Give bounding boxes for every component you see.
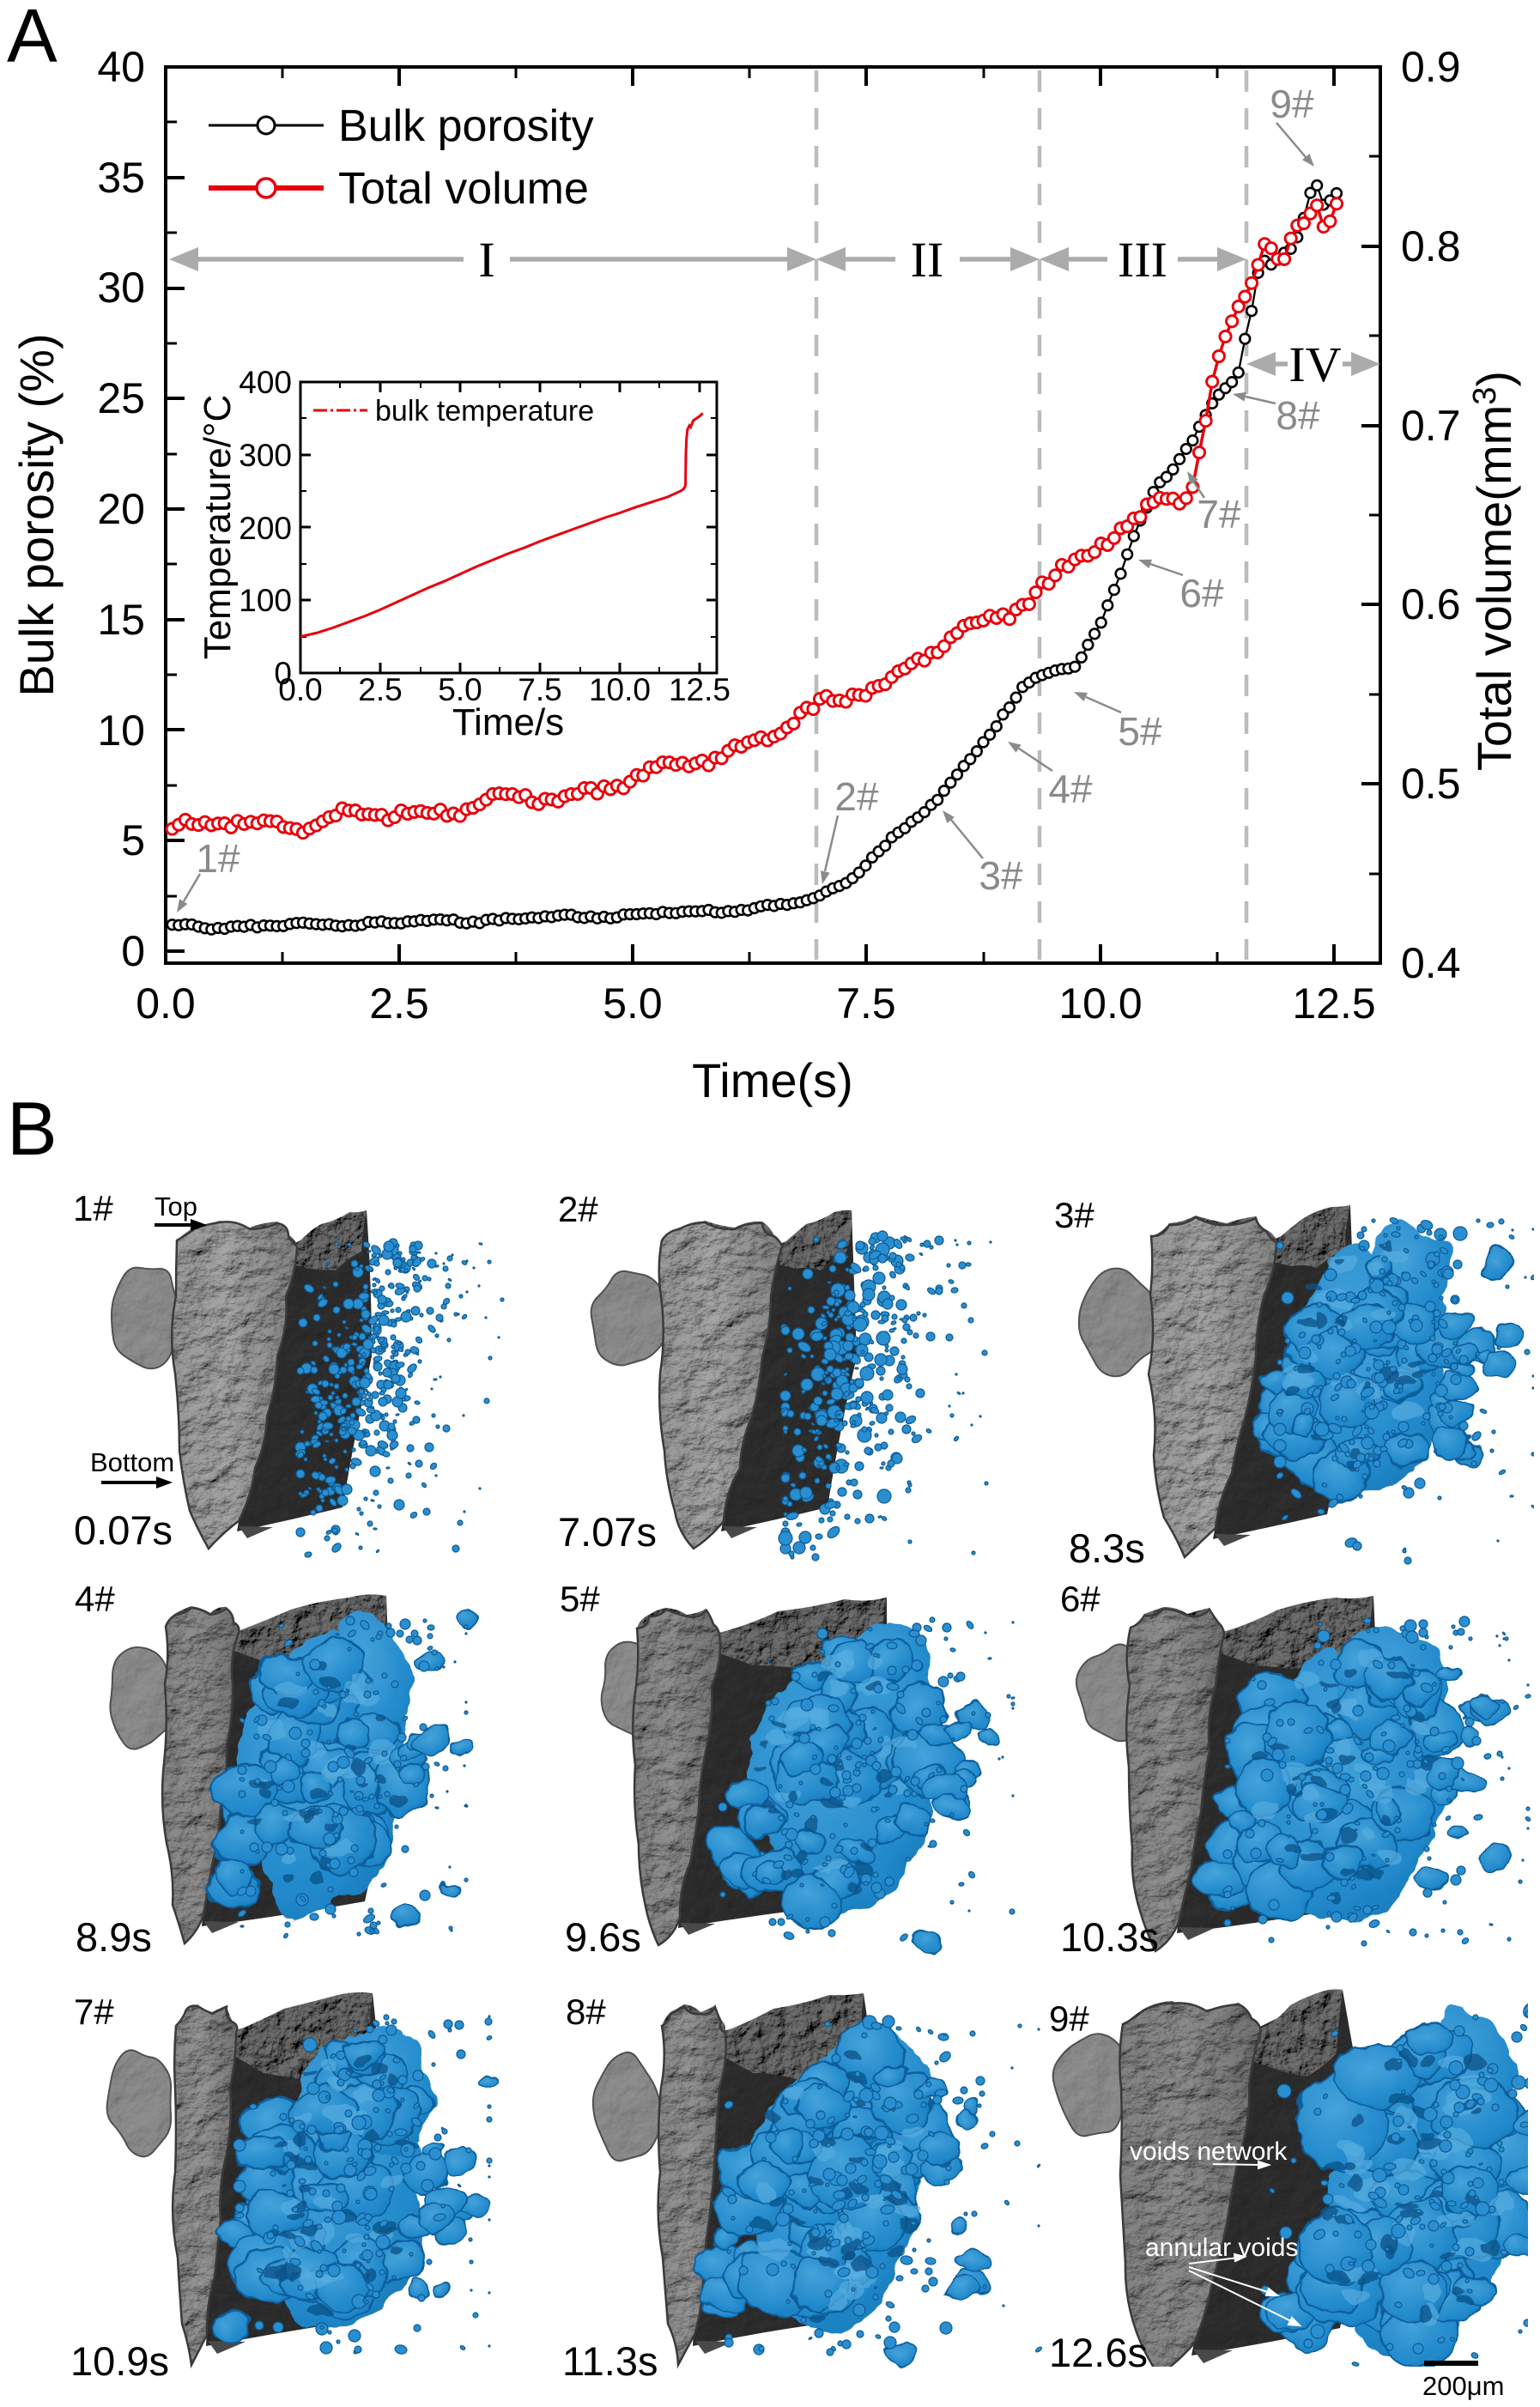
svg-text:100: 100 [239,583,292,618]
svg-text:voids network: voids network [1130,2137,1288,2166]
svg-text:Bulk porosity: Bulk porosity [338,101,594,151]
svg-text:6#: 6# [1179,571,1224,615]
svg-text:5#: 5# [1118,709,1162,754]
svg-text:10.0: 10.0 [1058,979,1142,1028]
svg-text:Time(s): Time(s) [692,1053,853,1107]
svg-text:5.0: 5.0 [438,672,482,707]
svg-text:3#: 3# [979,853,1023,898]
svg-text:bulk temperature: bulk temperature [375,395,594,427]
svg-text:12.6s: 12.6s [1049,2330,1148,2375]
svg-text:1#: 1# [73,1188,113,1228]
svg-text:5.0: 5.0 [603,979,663,1028]
svg-text:6#: 6# [1060,1579,1100,1619]
svg-text:Bulk porosity (%): Bulk porosity (%) [9,333,64,696]
svg-text:200: 200 [239,511,292,546]
svg-text:10.3s: 10.3s [1060,1914,1159,1960]
svg-text:B: B [7,1086,58,1171]
svg-text:12.5: 12.5 [669,672,731,707]
svg-text:A: A [7,0,58,78]
svg-text:7.07s: 7.07s [558,1509,657,1555]
svg-text:7.5: 7.5 [518,672,561,707]
svg-text:10.9s: 10.9s [70,2338,169,2384]
svg-text:IV: IV [1288,336,1341,392]
svg-text:0.7: 0.7 [1401,402,1461,450]
svg-text:5#: 5# [560,1579,600,1619]
svg-text:0: 0 [121,927,145,975]
svg-text:40: 40 [97,43,145,91]
svg-text:I: I [478,232,494,288]
svg-text:Temperature/°C: Temperature/°C [197,395,239,660]
svg-text:8#: 8# [566,1992,606,2032]
svg-text:0.4: 0.4 [1401,939,1461,987]
svg-text:7#: 7# [74,1992,114,2032]
svg-text:300: 300 [239,438,292,473]
svg-text:11.3s: 11.3s [562,2338,658,2384]
svg-text:30: 30 [97,264,145,312]
svg-text:7.5: 7.5 [836,979,896,1028]
svg-text:9#: 9# [1049,1998,1089,2039]
svg-text:Total volume: Total volume [338,164,589,214]
svg-text:9#: 9# [1270,82,1314,126]
svg-text:II: II [911,232,944,288]
svg-text:2.5: 2.5 [358,672,402,707]
svg-text:15: 15 [97,596,145,644]
svg-text:0.5: 0.5 [1401,760,1461,808]
svg-text:20: 20 [97,485,145,533]
svg-text:35: 35 [97,154,145,202]
svg-text:Total volume(mm3): Total volume(mm3) [1467,371,1521,771]
svg-text:Time/s: Time/s [452,701,564,743]
svg-text:400: 400 [239,365,292,400]
svg-text:8.9s: 8.9s [76,1914,152,1960]
svg-text:2.5: 2.5 [369,979,429,1028]
svg-text:10: 10 [97,706,145,755]
svg-text:Bottom: Bottom [90,1447,174,1477]
svg-text:0.0: 0.0 [136,979,196,1028]
svg-text:0: 0 [274,656,292,691]
svg-text:0.0: 0.0 [278,672,322,707]
svg-text:Top: Top [155,1191,197,1222]
svg-text:0.8: 0.8 [1401,222,1461,270]
svg-text:9.6s: 9.6s [565,1914,641,1960]
svg-text:0.6: 0.6 [1401,580,1461,628]
svg-text:8#: 8# [1276,393,1320,438]
svg-text:10.0: 10.0 [589,672,651,707]
svg-text:4#: 4# [75,1579,115,1619]
svg-text:2#: 2# [834,774,879,819]
svg-text:3#: 3# [1054,1195,1094,1235]
svg-text:0.07s: 0.07s [74,1507,173,1553]
svg-text:annular voids: annular voids [1145,2234,1298,2262]
svg-text:2#: 2# [558,1189,598,1229]
svg-text:25: 25 [97,374,145,422]
svg-text:7#: 7# [1197,492,1241,537]
svg-text:0.9: 0.9 [1401,43,1461,91]
svg-text:12.5: 12.5 [1292,979,1375,1028]
svg-text:1#: 1# [196,836,240,881]
svg-text:4#: 4# [1048,767,1093,811]
svg-text:5: 5 [121,816,145,864]
svg-text:8.3s: 8.3s [1069,1525,1145,1571]
svg-text:III: III [1118,232,1167,288]
svg-text:200μm: 200μm [1422,2371,1504,2401]
